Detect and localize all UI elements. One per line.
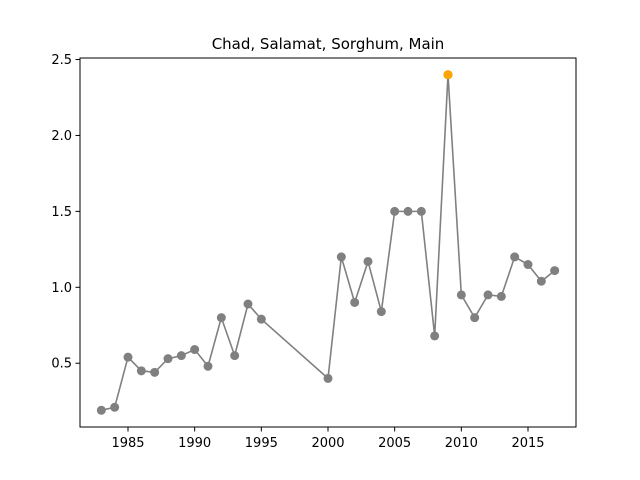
data-point <box>203 361 213 371</box>
plot-area <box>79 57 577 428</box>
y-tick-label: 2.0 <box>51 129 72 144</box>
x-tick-label: 1985 <box>111 436 144 451</box>
data-point <box>430 331 440 341</box>
data-point <box>110 402 120 412</box>
x-tick-label: 1995 <box>245 436 278 451</box>
data-point <box>363 256 373 266</box>
data-point <box>416 206 426 216</box>
data-point <box>390 206 400 216</box>
data-point <box>323 373 333 383</box>
data-point <box>536 276 546 286</box>
data-point <box>230 351 240 361</box>
x-tick-label: 2010 <box>445 436 478 451</box>
highlight-point <box>443 70 453 80</box>
chart-title: Chad, Salamat, Sorghum, Main <box>212 35 445 53</box>
data-point <box>256 314 266 324</box>
data-point <box>190 345 200 355</box>
x-tick-label: 2005 <box>378 436 411 451</box>
data-point <box>96 405 106 415</box>
x-tick-label: 2015 <box>511 436 544 451</box>
x-tick-label: 1990 <box>178 436 211 451</box>
data-point <box>123 352 133 362</box>
y-axis: 0.5 1.0 1.5 2.0 2.5 <box>51 53 80 372</box>
data-point <box>350 297 360 307</box>
data-point <box>523 260 533 270</box>
data-point <box>163 354 173 364</box>
y-tick-label: 1.5 <box>51 205 72 220</box>
data-point <box>470 313 480 323</box>
data-point <box>150 367 160 377</box>
y-tick-label: 1.0 <box>51 281 72 296</box>
series-markers <box>96 70 560 415</box>
data-point <box>456 290 466 300</box>
data-point <box>403 206 413 216</box>
y-tick-label: 2.5 <box>51 53 72 68</box>
data-point <box>243 299 253 309</box>
y-tick-label: 0.5 <box>51 357 72 372</box>
data-point <box>376 307 386 317</box>
x-axis: 1985 1990 1995 2000 2005 2010 2015 <box>111 427 545 451</box>
data-point <box>136 366 146 376</box>
x-tick-label: 2000 <box>311 436 344 451</box>
data-point <box>176 351 186 361</box>
data-point <box>550 266 560 276</box>
data-point <box>496 291 506 301</box>
data-point <box>510 252 520 262</box>
data-point <box>216 313 226 323</box>
data-point <box>483 290 493 300</box>
data-point <box>336 252 346 262</box>
